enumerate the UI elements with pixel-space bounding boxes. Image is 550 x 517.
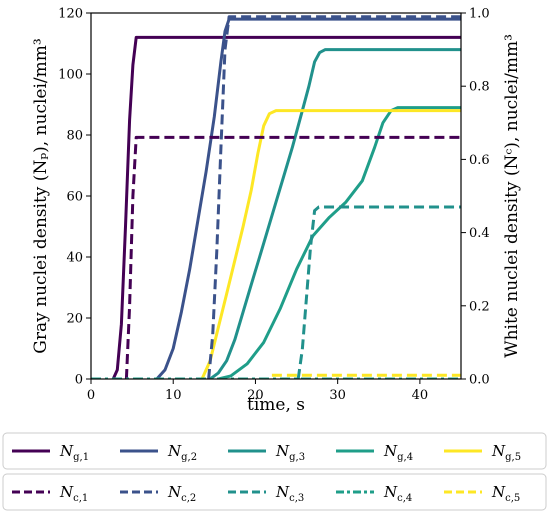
series-line-7 [207, 15, 461, 379]
series-line-8 [296, 205, 461, 379]
y-right-axis-label: White nuclei density (Nᶜ), nuclei/mm³ [502, 34, 522, 358]
y-left-tick-label: 100 [58, 68, 83, 83]
y-right-tick-label: 0.2 [469, 299, 490, 314]
plot-frame [90, 12, 462, 380]
plot-lines [91, 15, 461, 379]
x-tick-label: 30 [329, 388, 346, 403]
series-line-3 [209, 48, 461, 379]
series-line-4 [218, 106, 461, 379]
x-tick-label: 10 [165, 388, 182, 403]
y-right-tick-label: 0.8 [469, 80, 490, 95]
y-left-tick-label: 80 [66, 129, 83, 144]
y-left-tick-label: 40 [66, 251, 83, 266]
y-left-tick-label: 20 [66, 312, 83, 327]
x-tick-label: 20 [247, 388, 264, 403]
x-axis-label: time, s [247, 395, 305, 415]
y-right-tick-label: 0.4 [469, 226, 490, 241]
series-line-1 [111, 35, 461, 379]
legend-box-1 [2, 432, 547, 470]
y-right-tick-label: 0.0 [469, 373, 490, 388]
legend-box-2 [2, 473, 547, 511]
legend: Ng,1 Ng,2 Ng,3 Ng,4 Ng,5Nc,1 Nc,2 Nc,3 Nc,4 Nc,5 [2, 432, 547, 511]
y-left-tick-label: 0 [75, 373, 83, 388]
series-line-6 [124, 135, 461, 379]
series-line-2 [155, 17, 461, 379]
series-line-5 [200, 109, 461, 379]
x-tick-label: 40 [412, 388, 429, 403]
y-right-tick-label: 0.6 [469, 153, 490, 168]
axes: 0 10 20 30 40 0 20 40 60 80 100 120 0.0 0.2 0.4 0.6 0.8 1… [31, 7, 522, 416]
y-right-tick-label: 1.0 [469, 7, 490, 22]
y-left-tick-label: 60 [66, 190, 83, 205]
x-tick-label: 0 [87, 388, 95, 403]
y-left-axis-label: Gray nuclei density (Nₚ), nuclei/mm³ [31, 38, 51, 353]
y-left-tick-label: 120 [58, 7, 83, 22]
